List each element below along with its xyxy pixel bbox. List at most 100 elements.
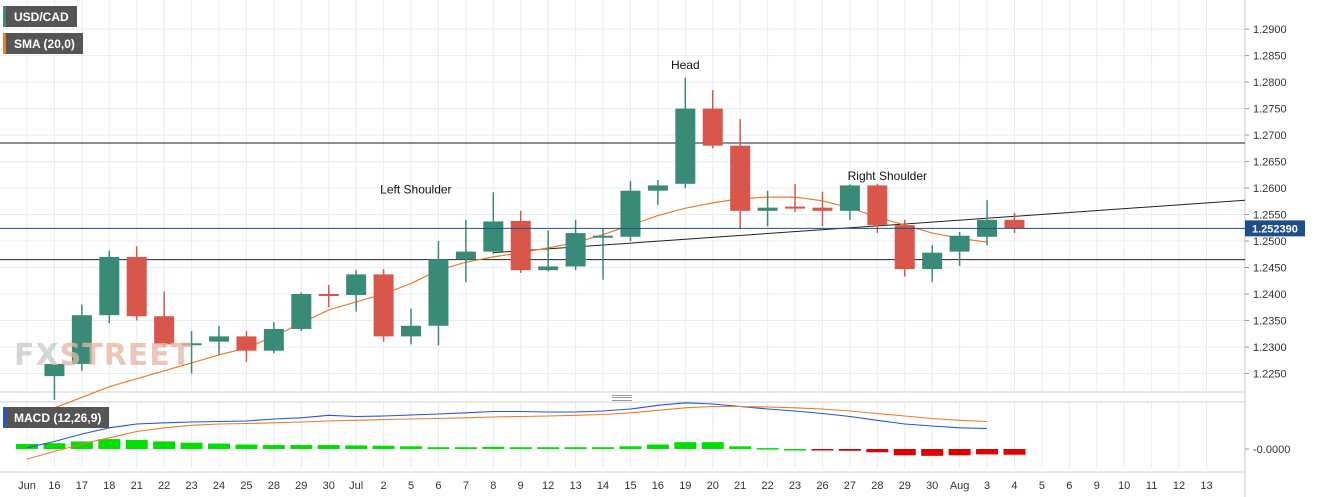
candle xyxy=(647,180,668,206)
macd-histogram-bar xyxy=(564,447,587,449)
price-tick-label: 1.2750 xyxy=(1253,104,1287,116)
time-tick-label: 21 xyxy=(131,480,143,492)
candle-body xyxy=(455,251,476,260)
candle xyxy=(839,184,860,220)
candle xyxy=(538,230,559,272)
neckline-trendline xyxy=(493,199,1246,254)
time-tick-label: 9 xyxy=(1094,480,1100,492)
macd-histogram-bar xyxy=(400,446,423,449)
time-tick-label: 30 xyxy=(926,480,938,492)
candle-body xyxy=(894,225,915,270)
candle xyxy=(455,219,476,283)
candle xyxy=(154,291,175,347)
time-tick-label: 16 xyxy=(48,480,60,492)
candle xyxy=(346,270,367,312)
time-tick-label: Aug xyxy=(950,480,970,492)
time-tick-label: 9 xyxy=(518,480,524,492)
candle xyxy=(236,331,257,362)
time-tick-label: 29 xyxy=(295,480,307,492)
time-tick-label: 10 xyxy=(1118,480,1130,492)
time-tick-label: 14 xyxy=(597,480,609,492)
candle-body xyxy=(428,259,449,326)
macd-histogram-bar xyxy=(509,447,532,449)
pane-resize-handle[interactable] xyxy=(612,395,632,401)
macd-legend[interactable]: MACD (12,26,9) xyxy=(3,407,110,428)
price-tick-label: 1.2700 xyxy=(1253,130,1287,142)
symbol-label: USD/CAD xyxy=(14,9,69,24)
candle xyxy=(675,77,696,189)
time-tick-label: 28 xyxy=(268,480,280,492)
price-tick-label: 1.2650 xyxy=(1253,157,1287,169)
time-tick-label: 30 xyxy=(323,480,335,492)
price-tick-label: 1.2400 xyxy=(1253,289,1287,301)
price-tick-label: 1.2800 xyxy=(1253,77,1287,89)
candle xyxy=(922,245,943,282)
time-tick-label: 11 xyxy=(1146,480,1157,492)
time-tick-label: 28 xyxy=(871,480,883,492)
time-tick-label: 23 xyxy=(185,480,197,492)
time-tick-label: 25 xyxy=(240,480,252,492)
macd-histogram-bar xyxy=(153,441,176,449)
macd-histogram-bar xyxy=(208,443,231,449)
time-tick-label: 19 xyxy=(679,480,691,492)
macd-histogram-bar xyxy=(317,445,340,449)
candle-body xyxy=(346,274,367,296)
time-tick-label: 6 xyxy=(1066,480,1072,492)
time-tick-label: 22 xyxy=(158,480,170,492)
time-tick-label: 21 xyxy=(734,480,746,492)
candle-body xyxy=(647,185,668,191)
candle-body xyxy=(922,252,943,270)
candle xyxy=(99,250,120,324)
current-price-label: 1.252390 xyxy=(1252,223,1298,235)
macd-histogram-bar xyxy=(866,449,889,453)
candle-body xyxy=(236,336,257,351)
time-tick-label: 8 xyxy=(490,480,496,492)
time-tick-label: 18 xyxy=(103,480,115,492)
time-tick-label: 13 xyxy=(1200,480,1212,492)
candle xyxy=(209,325,230,355)
candle-body xyxy=(593,235,614,238)
price-tick-label: 1.2600 xyxy=(1253,183,1287,195)
symbol-swatch xyxy=(3,6,6,27)
macd-histogram-bar xyxy=(674,442,697,449)
macd-histogram-bar xyxy=(16,443,38,449)
candle xyxy=(702,90,723,149)
candle-body xyxy=(785,206,806,209)
candle xyxy=(565,219,586,271)
symbol-legend[interactable]: USD/CAD xyxy=(3,6,77,27)
candle-body xyxy=(702,108,723,146)
time-tick-label: 12 xyxy=(1173,480,1185,492)
time-tick-label: 2 xyxy=(381,480,387,492)
candle xyxy=(757,190,778,227)
candle-body xyxy=(757,207,778,211)
candle-body xyxy=(1004,219,1025,229)
macd-histogram-bar xyxy=(619,446,642,449)
price-tick-label: 1.2500 xyxy=(1253,236,1287,248)
price-tick-label: 1.2250 xyxy=(1253,368,1287,380)
macd-histogram-bar xyxy=(893,449,916,456)
macd-histogram-bar xyxy=(976,449,999,455)
time-tick-label: 22 xyxy=(761,480,773,492)
macd-histogram-bar xyxy=(811,449,834,451)
macd-histogram-bar xyxy=(646,444,669,449)
time-tick-label: 29 xyxy=(899,480,911,492)
candle xyxy=(318,284,339,308)
candle xyxy=(593,228,614,280)
macd-swatch xyxy=(3,407,6,428)
macd-histogram-bar xyxy=(482,446,505,449)
candle xyxy=(894,219,915,277)
candle xyxy=(401,308,422,345)
macd-histogram-bar xyxy=(1003,449,1026,455)
sma-legend[interactable]: SMA (20,0) xyxy=(3,33,83,54)
macd-histogram-bar xyxy=(537,447,560,449)
macd-histogram-bar xyxy=(235,444,258,449)
macd-histogram-bar xyxy=(592,447,615,449)
candle xyxy=(510,210,531,273)
time-tick-label: 27 xyxy=(844,480,856,492)
macd-histogram-bar xyxy=(98,439,121,449)
time-tick-label: 13 xyxy=(569,480,581,492)
macd-histogram-bar xyxy=(372,445,395,449)
candles xyxy=(44,77,1025,400)
price-tick-label: 1.2850 xyxy=(1253,51,1287,63)
